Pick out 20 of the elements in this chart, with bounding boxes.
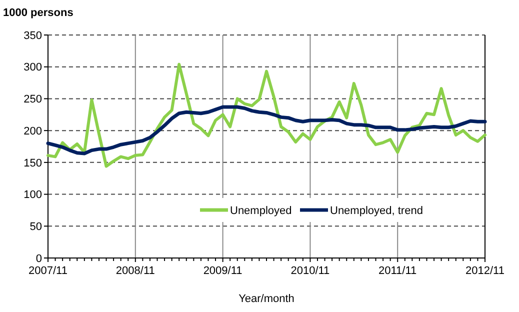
line-series [46,62,486,168]
x-tick-label: 2007/11 [28,265,68,277]
y-tick-label: 250 [24,94,42,106]
y-tick-label: 0 [36,252,42,265]
x-axis-title: Year/month [238,293,294,305]
y-axis-title: 1000 persons [3,7,74,19]
y-tick-label: 150 [24,157,42,170]
x-tick-label: 2009/11 [203,265,242,277]
y-tick-label: 50 [30,220,42,233]
line-series [46,105,487,156]
y-tick-label: 200 [24,125,42,138]
y-tick-label: 350 [24,30,42,42]
legend-label: Unemployed, trend [330,204,423,217]
y-tick-label: 300 [24,62,42,74]
y-tick-label: 100 [24,189,42,202]
legend-label: Unemployed [230,204,292,217]
x-tick-label: 2008/11 [116,265,155,277]
x-tick-label: 2011/11 [378,265,417,277]
x-tick-label: 2012/11 [466,265,504,277]
x-tick-label: 2010/11 [290,265,330,277]
